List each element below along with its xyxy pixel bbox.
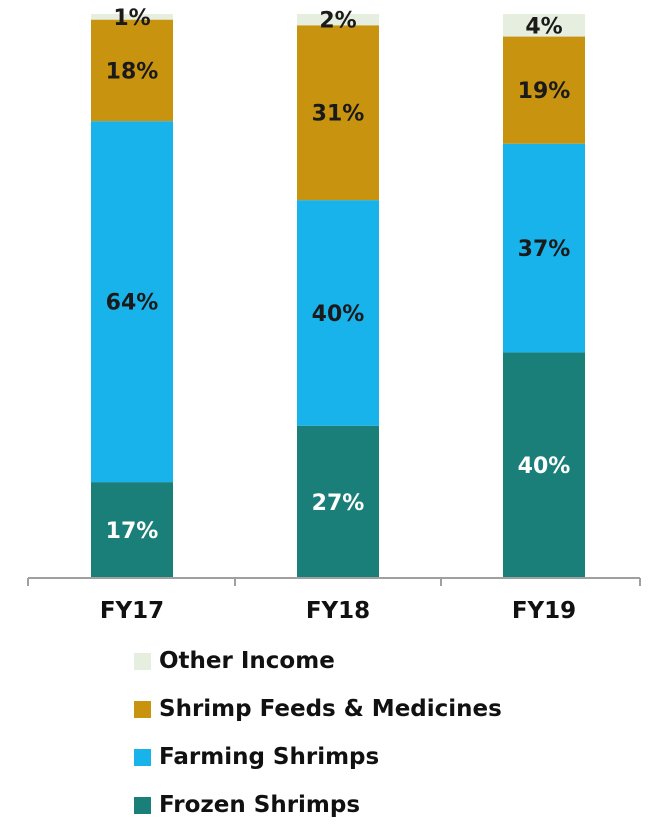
legend-item: Frozen Shrimps [134, 781, 502, 829]
data-label: 27% [312, 491, 365, 516]
x-axis-tick-labels: FY17 FY18 FY19 [100, 598, 576, 624]
bar-labels-group: 17% 64% 18% 1% 27% 40% 31% 2% 40% 37% 19% 4% [106, 6, 571, 544]
bar-segment [91, 482, 173, 578]
data-label: 17% [106, 519, 159, 544]
data-label: 1% [113, 6, 150, 31]
bars-group [91, 14, 585, 578]
x-tick-label: FY17 [100, 598, 164, 624]
legend-label: Frozen Shrimps [159, 792, 361, 818]
legend-label: Other Income [159, 648, 335, 674]
legend-swatch [134, 652, 151, 670]
data-label: 64% [106, 291, 159, 316]
data-label: 37% [518, 237, 571, 262]
data-label: 18% [106, 59, 159, 84]
legend-swatch [134, 796, 151, 814]
bar-segment [297, 200, 379, 426]
bar-segment [503, 352, 585, 578]
x-tick-label: FY18 [306, 598, 370, 624]
bar-segment [297, 25, 379, 201]
legend: Other Income Shrimp Feeds & Medicines Farm… [134, 637, 502, 829]
legend-item: Other Income [134, 637, 502, 685]
bar-segment [503, 36, 585, 144]
bar-segment [297, 425, 379, 578]
legend-label: Farming Shrimps [159, 744, 380, 770]
bar-segment [503, 14, 585, 37]
data-label: 31% [312, 102, 365, 127]
bar-segment [91, 14, 173, 20]
legend-swatch [134, 700, 151, 718]
legend-swatch [134, 748, 151, 766]
bar-segment [297, 14, 379, 26]
stacked-bar-chart: 17%64%18%1%27%40%31%2%40%37%19%4% FY17 FY… [27, 6, 641, 624]
legend-item: Shrimp Feeds & Medicines [134, 685, 502, 733]
legend-label: Shrimp Feeds & Medicines [159, 696, 502, 722]
data-label: 4% [525, 14, 562, 39]
bar-segment [503, 143, 585, 353]
data-label: 19% [518, 79, 571, 104]
data-label: 40% [312, 302, 365, 327]
x-tick-label: FY19 [512, 598, 576, 624]
data-label: 2% [319, 9, 356, 34]
bar-segment [91, 121, 173, 483]
bar-segment [91, 19, 173, 122]
x-axis-ticks [27, 578, 641, 586]
legend-item: Farming Shrimps [134, 733, 502, 781]
data-label: 40% [518, 454, 571, 479]
